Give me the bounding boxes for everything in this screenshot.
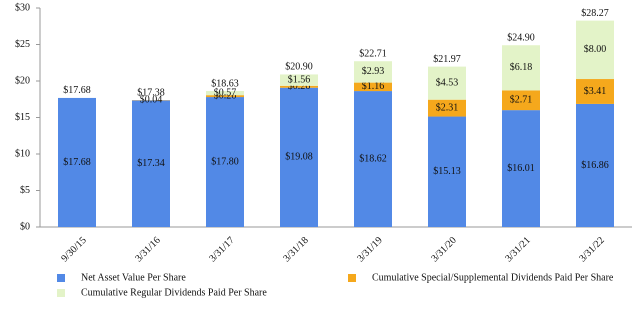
bar-segment <box>576 79 614 104</box>
y-tick-label: $20 <box>15 75 30 86</box>
bar-segment <box>576 20 614 80</box>
data-label: $17.68 <box>63 157 91 168</box>
y-tick-label: $30 <box>15 2 30 13</box>
y-tick-label: $0 <box>20 221 30 232</box>
data-label: $15.13 <box>433 166 461 177</box>
bar-segment <box>502 45 540 91</box>
data-label: $4.53 <box>436 77 459 88</box>
bar-segment <box>428 66 466 100</box>
y-tick-label: $15 <box>15 112 30 123</box>
data-label: $16.86 <box>581 160 609 171</box>
total-label: $28.27 <box>581 8 609 19</box>
data-label: $8.00 <box>584 44 607 55</box>
total-label: $24.90 <box>507 33 535 44</box>
x-tick-label: 9/30/15 <box>59 235 88 264</box>
bar-segment <box>354 61 392 83</box>
data-label: $1.56 <box>288 74 311 85</box>
data-label: $3.41 <box>584 86 607 97</box>
bar-segment <box>502 90 540 111</box>
x-tick-label: 3/31/18 <box>281 235 310 264</box>
total-label: $21.97 <box>433 54 461 65</box>
bar-segment <box>206 97 244 227</box>
legend-swatch <box>348 274 356 282</box>
bar-segment <box>428 116 466 227</box>
legend-label: Cumulative Regular Dividends Paid Per Sh… <box>81 287 267 298</box>
bar-segment <box>428 99 466 117</box>
bar-segment <box>354 91 392 227</box>
bar-segment <box>280 85 318 88</box>
x-tick-label: 3/31/20 <box>429 235 458 264</box>
bar-segment <box>206 95 244 98</box>
x-tick-label: 3/31/17 <box>207 235 236 264</box>
data-label: $19.08 <box>285 152 313 163</box>
data-label: $2.31 <box>436 102 459 113</box>
x-tick-label: 3/31/19 <box>355 235 384 264</box>
bar-segment <box>280 87 318 227</box>
legend-swatch <box>57 274 65 282</box>
bar-segment <box>58 97 96 227</box>
legend-label: Net Asset Value Per Share <box>81 272 186 283</box>
y-tick-label: $10 <box>15 148 30 159</box>
data-label: $1.16 <box>362 81 385 92</box>
bar-segment <box>576 103 614 227</box>
y-tick-label: $25 <box>15 39 30 50</box>
data-label: $2.71 <box>510 95 533 106</box>
data-label: $18.62 <box>359 153 387 164</box>
total-label: $17.38 <box>137 87 165 98</box>
data-label: $17.34 <box>137 158 165 169</box>
data-label: $0.26 <box>214 90 237 101</box>
data-label: $2.93 <box>362 66 385 77</box>
data-label: $0.26 <box>288 81 311 92</box>
legend-swatch <box>57 289 65 297</box>
legend-label: Cumulative Special/Supplemental Dividend… <box>372 272 614 283</box>
total-label: $20.90 <box>285 62 313 73</box>
x-tick-label: 3/31/16 <box>133 235 162 264</box>
data-label: $17.80 <box>211 156 239 167</box>
total-label: $18.63 <box>211 78 239 89</box>
bar-segment <box>206 91 244 96</box>
bar-segment <box>280 74 318 86</box>
bar-segment <box>354 82 392 92</box>
bar-segment <box>502 110 540 227</box>
x-tick-label: 3/31/21 <box>503 235 532 264</box>
total-label: $22.71 <box>359 49 387 60</box>
data-label: $6.18 <box>510 62 533 73</box>
data-label: $0.57 <box>214 87 237 98</box>
bar-segment <box>132 100 170 227</box>
data-label: $16.01 <box>507 163 535 174</box>
x-tick-label: 3/31/22 <box>577 235 606 264</box>
total-label: $17.68 <box>63 85 91 96</box>
y-tick-label: $5 <box>20 185 30 196</box>
data-label: $0.04 <box>140 95 163 106</box>
